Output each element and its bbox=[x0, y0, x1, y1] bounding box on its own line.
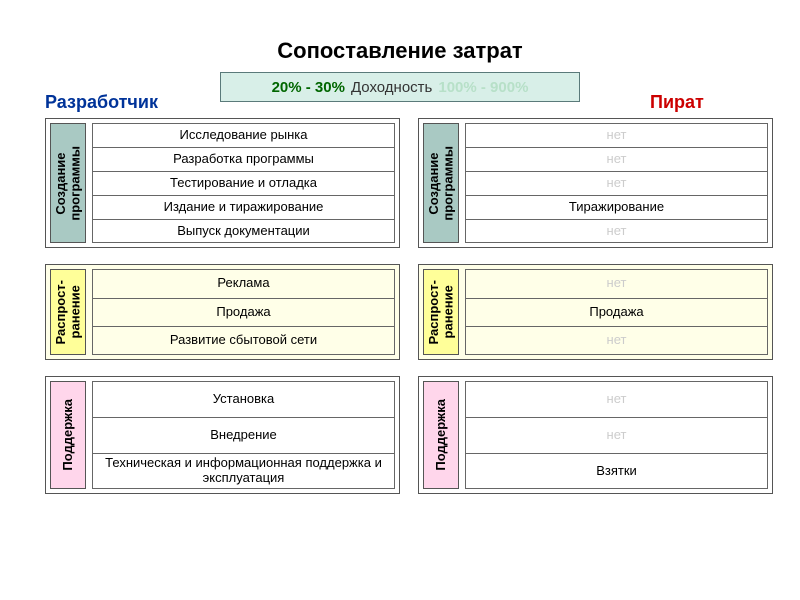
cell: нет bbox=[465, 381, 768, 417]
section-2: ПоддержканетнетВзятки bbox=[418, 376, 773, 494]
section-rows-2: УстановкаВнедрениеТехническая и информац… bbox=[92, 381, 395, 489]
section-header-2: Поддержка bbox=[50, 381, 86, 489]
cell: нет bbox=[465, 123, 768, 147]
cell: Продажа bbox=[92, 298, 395, 327]
cell: Разработка программы bbox=[92, 147, 395, 171]
section-header-1: Распрост- ранение bbox=[423, 269, 459, 355]
banner-left-pct: 20% - 30% bbox=[272, 79, 345, 96]
cell: Выпуск документации bbox=[92, 219, 395, 243]
section-rows-1: РекламаПродажаРазвитие сбытовой сети bbox=[92, 269, 395, 355]
cell: Техническая и информационная поддержка и… bbox=[92, 453, 395, 489]
cell: Установка bbox=[92, 381, 395, 417]
section-header-0: Создание программы bbox=[423, 123, 459, 243]
section-2: ПоддержкаУстановкаВнедрениеТехническая и… bbox=[45, 376, 400, 494]
cell: Реклама bbox=[92, 269, 395, 298]
section-rows-2: нетнетВзятки bbox=[465, 381, 768, 489]
cell: Издание и тиражирование bbox=[92, 195, 395, 219]
cell: Тиражирование bbox=[465, 195, 768, 219]
section-rows-0: Исследование рынкаРазработка программыТе… bbox=[92, 123, 395, 243]
pirate-label: Пират bbox=[650, 92, 704, 113]
section-rows-0: нетнетнетТиражированиенет bbox=[465, 123, 768, 243]
banner-mid: Доходность bbox=[351, 79, 432, 96]
section-0: Создание программынетнетнетТиражирование… bbox=[418, 118, 773, 248]
cell: Взятки bbox=[465, 453, 768, 489]
banner-right-pct: 100% - 900% bbox=[438, 79, 528, 96]
cell: Тестирование и отладка bbox=[92, 171, 395, 195]
section-1: Распрост- ранениеРекламаПродажаРазвитие … bbox=[45, 264, 400, 360]
cell: нет bbox=[465, 147, 768, 171]
profitability-banner: 20% - 30% Доходность 100% - 900% bbox=[220, 72, 580, 102]
page-title: Сопоставление затрат bbox=[0, 38, 800, 64]
cell: нет bbox=[465, 417, 768, 453]
section-header-0: Создание программы bbox=[50, 123, 86, 243]
section-rows-1: нетПродажанет bbox=[465, 269, 768, 355]
cell: Развитие сбытовой сети bbox=[92, 326, 395, 355]
cell: нет bbox=[465, 326, 768, 355]
cell: нет bbox=[465, 219, 768, 243]
pirate-column: Создание программынетнетнетТиражирование… bbox=[418, 118, 773, 510]
section-header-2: Поддержка bbox=[423, 381, 459, 489]
section-header-1: Распрост- ранение bbox=[50, 269, 86, 355]
developer-label: Разработчик bbox=[45, 92, 158, 113]
cell: Исследование рынка bbox=[92, 123, 395, 147]
cell: нет bbox=[465, 269, 768, 298]
cell: Внедрение bbox=[92, 417, 395, 453]
developer-column: Создание программыИсследование рынкаРазр… bbox=[45, 118, 400, 510]
cell: Продажа bbox=[465, 298, 768, 327]
section-1: Распрост- ранениенетПродажанет bbox=[418, 264, 773, 360]
section-0: Создание программыИсследование рынкаРазр… bbox=[45, 118, 400, 248]
cell: нет bbox=[465, 171, 768, 195]
